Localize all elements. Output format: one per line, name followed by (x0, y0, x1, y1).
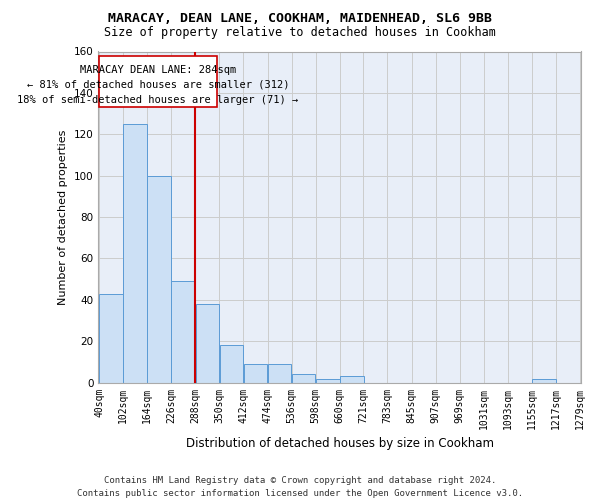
Text: ← 81% of detached houses are smaller (312): ← 81% of detached houses are smaller (31… (26, 79, 289, 89)
Bar (172, 282, 195, 382)
Text: Size of property relative to detached houses in Cookham: Size of property relative to detached ho… (104, 26, 496, 39)
Text: Contains HM Land Registry data © Crown copyright and database right 2024.
Contai: Contains HM Land Registry data © Crown c… (77, 476, 523, 498)
Bar (292, 374, 316, 382)
Text: MARACAY DEAN LANE: 284sqm: MARACAY DEAN LANE: 284sqm (80, 65, 236, 75)
FancyBboxPatch shape (99, 56, 217, 108)
X-axis label: Distribution of detached houses by size in Cookham: Distribution of detached houses by size … (186, 437, 494, 450)
Bar (316, 378, 340, 382)
Text: MARACAY, DEAN LANE, COOKHAM, MAIDENHEAD, SL6 9BB: MARACAY, DEAN LANE, COOKHAM, MAIDENHEAD,… (108, 12, 492, 26)
Text: 18% of semi-detached houses are larger (71) →: 18% of semi-detached houses are larger (… (17, 94, 298, 104)
Bar (244, 364, 268, 382)
Bar (532, 378, 556, 382)
Bar (220, 346, 243, 383)
Bar (196, 304, 219, 382)
Bar (100, 294, 123, 382)
Bar (268, 364, 292, 382)
Bar (148, 176, 171, 382)
Bar (340, 376, 364, 382)
Y-axis label: Number of detached properties: Number of detached properties (58, 130, 68, 305)
Bar (124, 124, 147, 382)
